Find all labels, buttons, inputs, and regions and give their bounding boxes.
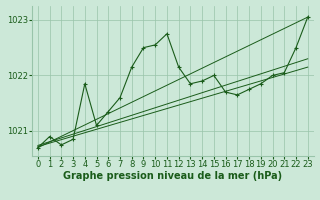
X-axis label: Graphe pression niveau de la mer (hPa): Graphe pression niveau de la mer (hPa) xyxy=(63,171,282,181)
